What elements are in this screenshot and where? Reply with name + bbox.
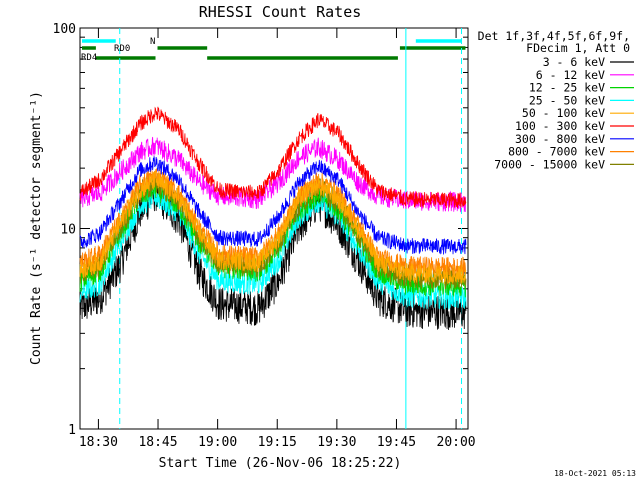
annotation-label-rd4: RD4 [81,53,97,63]
y-tick-label: 10 [60,223,76,238]
series-layer [79,106,467,331]
y-axis-label: Count Rate (s⁻¹ detector segment⁻¹) [29,91,44,365]
legend-label: 800 - 7000 keV [508,145,605,159]
legend-label: 3 - 6 keV [543,55,605,69]
legend-header-2: FDecim 1, Att 0 [526,41,630,55]
legend-label: 12 - 25 keV [529,81,605,95]
legend-label: 50 - 100 keV [522,106,605,120]
y-tick-label: 1 [68,423,76,438]
instrument-annotations: RD0 N RD4 [81,28,466,429]
legend-label: 6 - 12 keV [536,68,605,82]
x-axis-label: Start Time (26-Nov-06 18:25:22) [159,456,402,471]
legend: Det 1f,3f,4f,5f,6f,9f, FDecim 1, Att 0 3… [478,29,634,171]
render-timestamp: 18-Oct-2021 05:13 [554,469,636,478]
legend-label: 7000 - 15000 keV [494,157,605,171]
series-line [79,156,467,255]
series-line [79,136,467,213]
legend-label: 25 - 50 keV [529,93,605,107]
x-tick-label: 19:30 [317,435,356,450]
annotation-label-n: N [150,37,155,47]
x-tick-label: 19:15 [258,435,297,450]
plot-frame [79,27,469,430]
plot-border [79,27,469,430]
legend-label: 100 - 300 keV [515,119,605,133]
x-tick-label: 19:45 [377,435,416,450]
series-line [79,170,467,284]
legend-label: 300 - 800 keV [515,132,605,146]
annotation-label-rd0: RD0 [114,44,130,54]
x-axis-ticks: 18:30 18:45 19:00 19:15 19:30 19:45 20:00 [79,28,476,450]
legend-header-1: Det 1f,3f,4f,5f,6f,9f, [478,29,630,43]
series-line [79,106,467,209]
y-tick-label: 100 [53,22,76,37]
x-tick-label: 19:00 [198,435,237,450]
chart-title: RHESSI Count Rates [199,3,362,21]
x-tick-label: 20:00 [437,435,476,450]
x-tick-label: 18:45 [138,435,177,450]
x-tick-label: 18:30 [79,435,118,450]
